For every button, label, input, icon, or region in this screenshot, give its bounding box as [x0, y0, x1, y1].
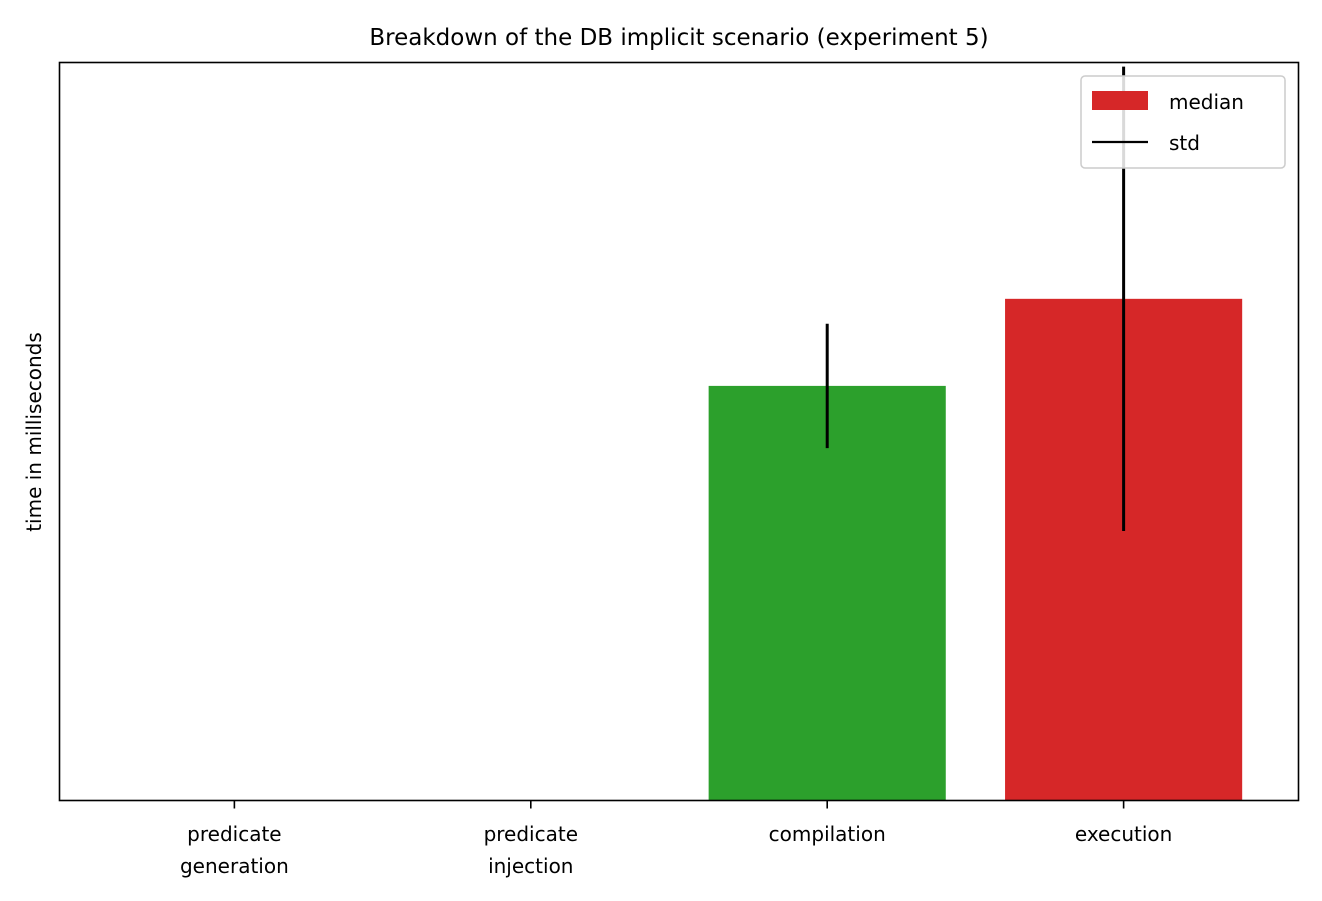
x-tick-label-predicate-injection: predicate injection: [484, 822, 578, 878]
legend-median-patch: [1092, 91, 1148, 110]
legend: median std: [1080, 75, 1286, 169]
x-tick-label-compilation: compilation: [769, 822, 886, 846]
x-tick-label-predicate-generation: predicate generation: [180, 822, 289, 878]
x-axis-ticks: predicate generation predicate injection com…: [180, 800, 1172, 878]
legend-median-label: median: [1169, 90, 1244, 114]
chart-title: Breakdown of the DB implicit scenario (e…: [369, 25, 988, 51]
plot-frame: [58, 61, 1300, 802]
bar-compilation: [708, 385, 946, 801]
bars-layer: [708, 298, 1243, 801]
legend-std-label: std: [1169, 131, 1200, 155]
x-tick-label-execution: execution: [1075, 822, 1172, 846]
y-axis-label: time in milliseconds: [22, 332, 46, 532]
